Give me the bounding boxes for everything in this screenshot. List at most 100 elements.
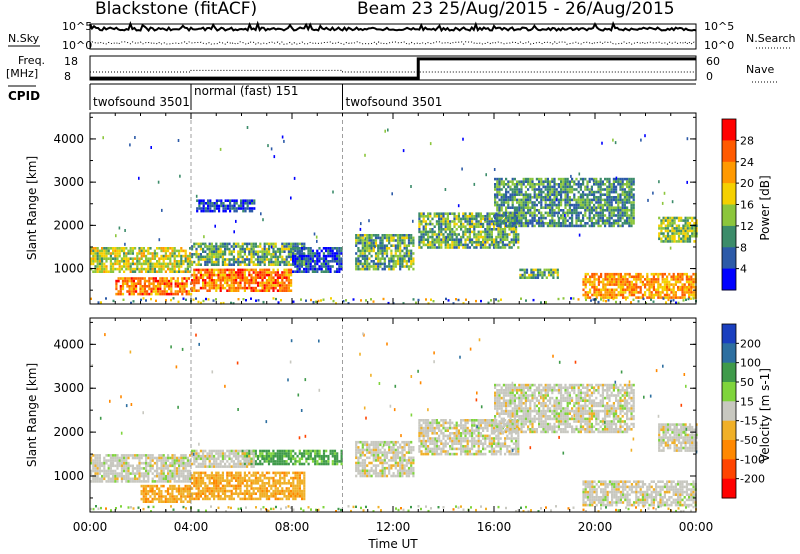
data-cell — [557, 193, 560, 196]
data-cell — [604, 193, 607, 196]
data-cell — [597, 283, 600, 286]
data-cell — [202, 273, 205, 277]
data-cell — [657, 291, 660, 294]
data-cell — [327, 247, 330, 250]
data-cell — [595, 201, 598, 204]
data-cell — [123, 270, 126, 273]
data-cell — [431, 228, 434, 231]
data-cell — [250, 253, 253, 256]
data-cell — [181, 277, 184, 280]
data-cell — [118, 459, 121, 462]
data-cell — [252, 268, 255, 272]
data-cell — [385, 244, 389, 247]
data-cell — [178, 459, 181, 462]
data-cell — [307, 265, 310, 268]
data-cell — [593, 216, 596, 220]
data-cell — [138, 474, 141, 478]
data-cell — [613, 293, 616, 297]
data-cell — [138, 260, 141, 263]
data-cell — [422, 230, 425, 234]
data-cell — [232, 206, 235, 209]
data-cell — [446, 238, 449, 241]
data-cell — [272, 263, 275, 266]
data-cell — [422, 217, 425, 221]
data-cell — [221, 276, 224, 279]
data-cell — [374, 234, 378, 237]
data-cell — [538, 209, 541, 212]
data-cell — [619, 196, 622, 199]
data-cell — [336, 270, 339, 273]
data-cell — [392, 236, 395, 240]
y-tick-label: 2000 — [53, 218, 84, 232]
data-cell — [208, 268, 211, 272]
data-cell — [206, 487, 209, 490]
data-cell — [156, 262, 159, 266]
data-cell — [392, 244, 395, 247]
data-cell — [292, 245, 295, 248]
data-cell — [167, 249, 170, 253]
data-cell — [372, 262, 375, 266]
data-cell — [612, 209, 615, 212]
data-cell — [615, 283, 618, 286]
data-cell — [119, 292, 122, 296]
data-cell — [571, 185, 574, 189]
data-cell — [230, 281, 233, 285]
data-cell — [156, 456, 159, 460]
data-cell — [184, 454, 187, 457]
data-cell — [590, 222, 593, 225]
data-cell — [140, 257, 143, 260]
data-cell — [209, 207, 212, 210]
data-cell — [551, 185, 554, 189]
data-cell — [162, 472, 165, 475]
data-cell — [305, 254, 308, 258]
data-cell — [379, 265, 382, 268]
data-cell — [449, 225, 452, 228]
data-cell — [180, 474, 183, 478]
data-cell — [615, 296, 618, 299]
data-cell — [650, 291, 653, 294]
data-cell — [494, 183, 497, 186]
data-cell — [196, 207, 199, 210]
data-cell — [364, 153, 366, 157]
data-cell — [301, 245, 304, 248]
data-cell — [601, 216, 604, 220]
data-cell — [228, 497, 231, 501]
data-cell — [453, 215, 456, 218]
data-cell — [606, 222, 609, 225]
data-cell — [564, 177, 567, 181]
data-cell — [263, 255, 266, 259]
data-cell — [586, 216, 589, 220]
data-cell — [186, 490, 189, 493]
data-cell — [672, 299, 675, 302]
data-cell — [221, 263, 224, 266]
data-cell — [546, 190, 549, 194]
data-cell — [608, 190, 611, 194]
data-cell — [107, 464, 110, 468]
data-cell — [505, 224, 508, 228]
data-cell — [189, 474, 192, 478]
data-cell — [549, 185, 552, 189]
data-cell — [96, 260, 99, 263]
data-cell — [141, 292, 144, 296]
data-cell — [582, 183, 585, 186]
data-cell — [560, 183, 563, 186]
data-cell — [250, 242, 253, 246]
data-cell — [544, 185, 547, 189]
data-cell — [519, 276, 522, 279]
data-cell — [232, 279, 235, 282]
data-cell — [671, 219, 674, 222]
data-cell — [511, 177, 514, 181]
data-cell — [579, 222, 582, 225]
data-cell — [444, 220, 447, 223]
data-cell — [226, 284, 229, 287]
data-cell — [363, 265, 367, 268]
data-cell — [239, 479, 242, 482]
data-cell — [611, 283, 614, 286]
data-cell — [529, 211, 532, 215]
data-cell — [296, 247, 299, 250]
data-cell — [435, 212, 438, 215]
data-cell — [123, 461, 126, 465]
data-cell — [101, 477, 104, 481]
data-cell — [532, 273, 535, 277]
data-cell — [182, 454, 185, 457]
